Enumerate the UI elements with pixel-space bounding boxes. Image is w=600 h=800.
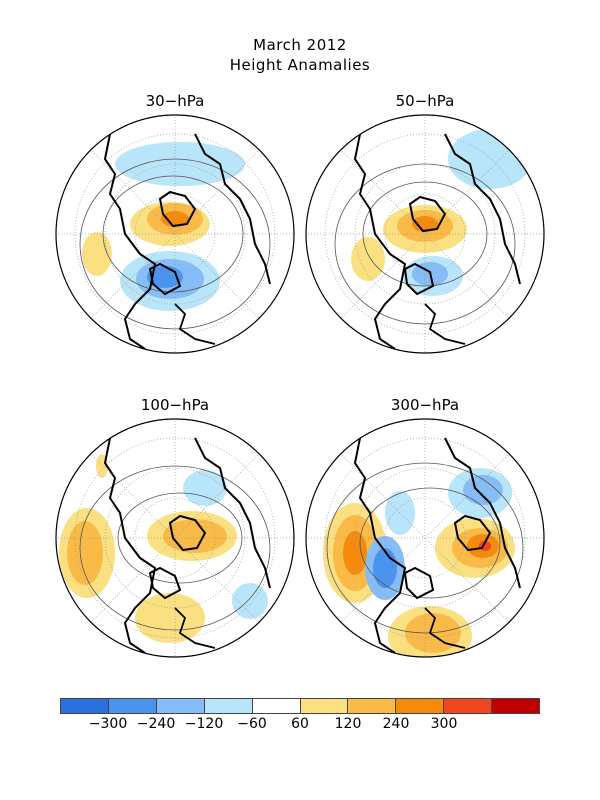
panel-label-100hpa: 100−hPa — [140, 396, 210, 414]
legend-tick: −240 — [136, 716, 176, 732]
legend-swatch — [443, 698, 492, 714]
polar-map-100hpa — [55, 418, 295, 658]
legend-swatch — [251, 698, 300, 714]
neg-anomaly-region — [468, 654, 512, 657]
polar-map-300hpa — [305, 418, 545, 658]
legend-swatch — [60, 698, 108, 714]
legend-swatch — [155, 698, 204, 714]
legend-tick: 300 — [430, 716, 458, 732]
neg-anomaly-region — [115, 142, 245, 186]
pos-anomaly-region — [82, 232, 112, 276]
legend-tick-labels: −300 −240 −120 −60 60 120 240 300 — [60, 716, 540, 736]
pos-anomaly-region — [135, 593, 205, 643]
neg-anomaly-region — [448, 129, 532, 189]
legend-tick: 120 — [334, 716, 362, 732]
legend-swatch — [347, 698, 396, 714]
panel-label-300hpa: 300−hPa — [390, 396, 460, 414]
neg-anomaly-region — [183, 470, 227, 506]
legend-swatch — [395, 698, 444, 714]
pos-anomaly-region — [343, 531, 367, 575]
legend-swatch — [491, 698, 541, 714]
map-subtitle: Height Anamalies — [229, 56, 371, 74]
neg-anomaly-region — [373, 548, 397, 588]
legend-tick: 240 — [382, 716, 410, 732]
color-legend — [60, 698, 541, 714]
legend-swatch — [107, 698, 156, 714]
legend-tick: 60 — [291, 716, 309, 732]
legend-swatch — [203, 698, 252, 714]
map-title: March 2012 — [253, 36, 347, 54]
pos-anomaly-region — [351, 237, 385, 281]
pos-anomaly-region — [67, 521, 103, 585]
polar-map-30hpa — [55, 114, 295, 354]
legend-tick: −120 — [184, 716, 224, 732]
polar-map-50hpa — [305, 114, 545, 354]
panel-label-50hpa: 50−hPa — [395, 92, 455, 110]
panel-label-30hpa: 30−hPa — [145, 92, 205, 110]
neg-anomaly-region — [232, 583, 268, 619]
legend-tick: −300 — [88, 716, 128, 732]
legend-tick: −60 — [237, 716, 267, 732]
pos-anomaly-region — [412, 216, 438, 232]
legend-swatch — [299, 698, 348, 714]
